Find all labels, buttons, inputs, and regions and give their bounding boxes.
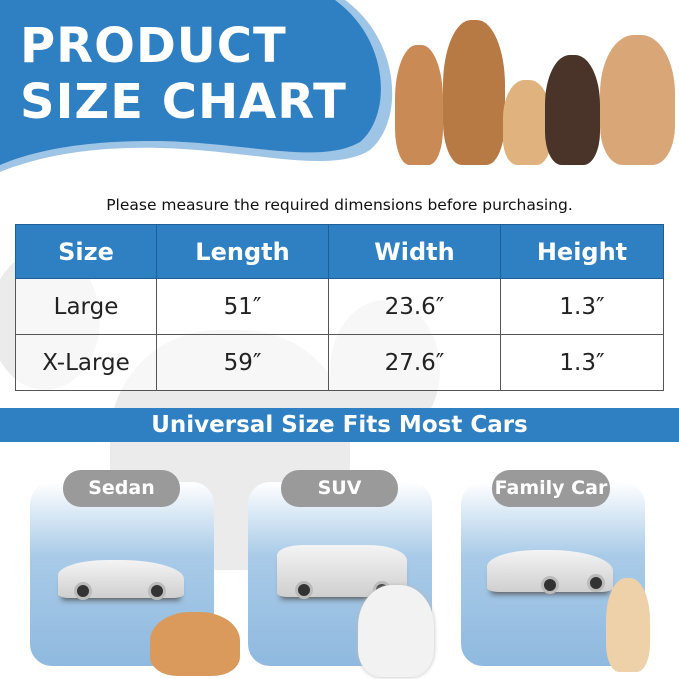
table-cell: 1.3″ bbox=[500, 334, 664, 391]
sedan-car-image bbox=[58, 560, 184, 600]
size-table: Size Length Width Height Large 51″ 23.6″… bbox=[15, 224, 664, 391]
table-cell: Large bbox=[15, 278, 157, 335]
column-header: Width bbox=[328, 224, 501, 279]
table-row: Large 51″ 23.6″ 1.3″ bbox=[15, 278, 664, 335]
car-label-suv: SUV bbox=[281, 470, 398, 507]
table-cell: X-Large bbox=[15, 334, 157, 391]
column-header: Size bbox=[15, 224, 157, 279]
table-cell: 59″ bbox=[156, 334, 329, 391]
car-label-family-car: Family Car bbox=[492, 470, 610, 507]
table-cell: 1.3″ bbox=[500, 278, 664, 335]
table-header-row: Size Length Width Height bbox=[15, 224, 664, 279]
measure-note: Please measure the required dimensions b… bbox=[106, 196, 573, 214]
corgi-image bbox=[150, 612, 240, 676]
table-cell: 27.6″ bbox=[328, 334, 501, 391]
table-row: X-Large 59″ 27.6″ 1.3″ bbox=[15, 334, 664, 391]
title-line-2: SIZE CHART bbox=[20, 74, 347, 130]
table-cell: 51″ bbox=[156, 278, 329, 335]
samoyed-image bbox=[358, 585, 434, 677]
page-title: PRODUCT SIZE CHART bbox=[20, 18, 347, 130]
hero-blob bbox=[0, 0, 393, 172]
table-cell: 23.6″ bbox=[328, 278, 501, 335]
column-header: Height bbox=[500, 224, 664, 279]
title-line-1: PRODUCT bbox=[20, 18, 287, 74]
pets-photo bbox=[395, 20, 679, 170]
column-header: Length bbox=[156, 224, 329, 279]
car-label-sedan: Sedan bbox=[63, 470, 180, 507]
golden-puppy-image bbox=[606, 578, 650, 672]
family-car-image bbox=[487, 550, 613, 594]
universal-fit-banner: Universal Size Fits Most Cars bbox=[0, 408, 679, 442]
